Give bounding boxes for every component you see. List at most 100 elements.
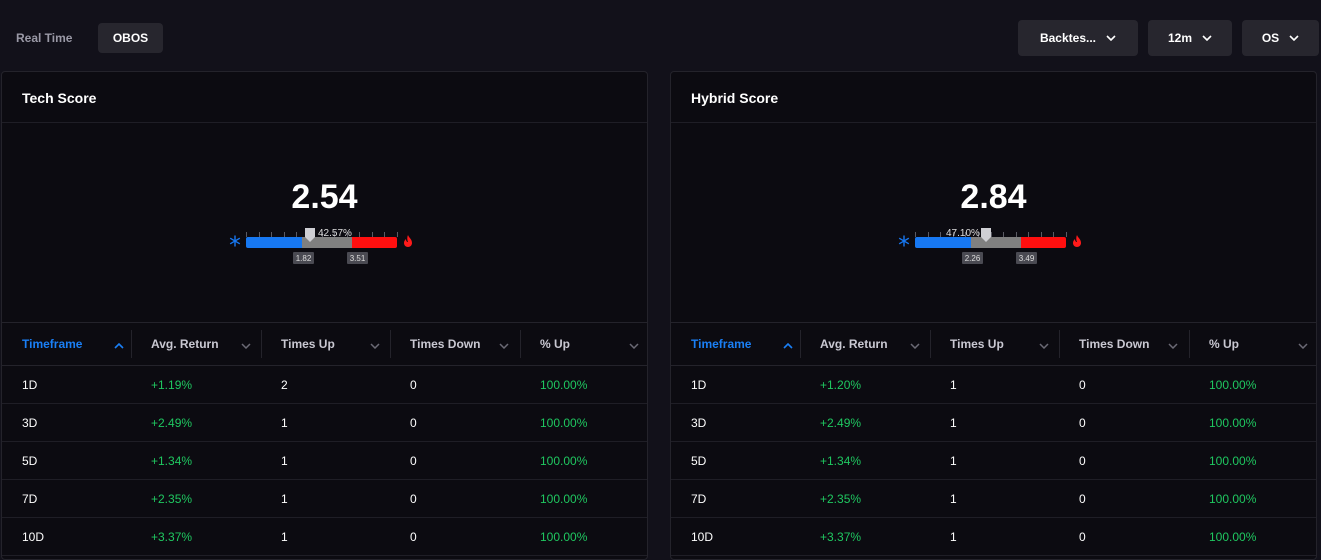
- column-header-times-up[interactable]: Times Up: [281, 323, 380, 365]
- gauge-percent-label: 42.57%: [318, 228, 352, 239]
- column-header--up[interactable]: % Up: [540, 323, 639, 365]
- column-header-times-up[interactable]: Times Up: [950, 323, 1049, 365]
- gauge-tick: [978, 232, 979, 237]
- column-header-label: Times Down: [1079, 337, 1150, 351]
- cell-times-up: 1: [950, 415, 957, 430]
- score-gauge: 42.57% 1.82 3.51: [229, 222, 446, 272]
- gauge-tick: [915, 232, 916, 237]
- chevron-down-icon[interactable]: [241, 338, 251, 352]
- column-separator: [520, 330, 521, 358]
- os-dropdown[interactable]: OS: [1242, 20, 1319, 56]
- low-threshold-badge: 1.82: [293, 252, 314, 264]
- table-row[interactable]: 5D +1.34% 1 0 100.00%: [671, 442, 1316, 480]
- gauge-cold-segment: [915, 237, 971, 248]
- chevron-up-icon[interactable]: [783, 338, 793, 352]
- cell-pct-up: 100.00%: [540, 415, 588, 430]
- real-time-tab[interactable]: Real Time: [16, 31, 73, 45]
- table-row[interactable]: 3D +2.49% 1 0 100.00%: [671, 404, 1316, 442]
- high-threshold-badge: 3.51: [347, 252, 368, 264]
- cell-avg-return: +1.34%: [151, 453, 193, 468]
- panel-title: Hybrid Score: [691, 90, 779, 106]
- cell-times-down: 0: [1079, 529, 1086, 544]
- cell-pct-up: 100.00%: [540, 453, 588, 468]
- cell-times-up: 1: [950, 453, 957, 468]
- obos-tab[interactable]: OBOS: [98, 23, 163, 53]
- column-header-avg-return[interactable]: Avg. Return: [151, 323, 251, 365]
- gauge-tick: [928, 232, 929, 237]
- snowflake-icon: [898, 235, 910, 247]
- gauge-cold-segment: [246, 237, 302, 248]
- returns-table: Timeframe Avg. Return Times Up Times Down % …: [671, 322, 1316, 556]
- chevron-down-icon[interactable]: [499, 338, 509, 352]
- cell-avg-return: +1.34%: [820, 453, 862, 468]
- column-separator: [261, 330, 262, 358]
- gauge-tick: [1053, 232, 1054, 237]
- table-row[interactable]: 3D +2.49% 1 0 100.00%: [2, 404, 647, 442]
- cell-avg-return: +3.37%: [820, 529, 862, 544]
- column-header-times-down[interactable]: Times Down: [1079, 323, 1178, 365]
- score-gauge: 47.10% 2.26 3.49: [898, 222, 1115, 272]
- gauge-hot-segment: [1021, 237, 1066, 248]
- column-header-timeframe[interactable]: Timeframe: [691, 323, 793, 365]
- table-row[interactable]: 10D +3.37% 1 0 100.00%: [2, 518, 647, 556]
- chevron-down-icon[interactable]: [910, 338, 920, 352]
- column-header-avg-return[interactable]: Avg. Return: [820, 323, 920, 365]
- gauge-tick: [259, 232, 260, 237]
- period-dropdown-label: 12m: [1167, 31, 1193, 45]
- cell-times-up: 2: [281, 377, 288, 392]
- low-threshold-badge: 2.26: [962, 252, 983, 264]
- gauge-tick: [322, 232, 323, 237]
- flame-icon: [404, 235, 412, 247]
- cell-times-up: 1: [950, 491, 957, 506]
- cell-avg-return: +2.49%: [820, 415, 862, 430]
- gauge-tick: [384, 232, 385, 237]
- column-header-label: % Up: [1209, 337, 1239, 351]
- cell-timeframe: 5D: [22, 453, 38, 468]
- gauge-tick: [246, 232, 247, 237]
- chevron-down-icon[interactable]: [1168, 338, 1178, 352]
- gauge-hot-segment: [352, 237, 397, 248]
- gauge-tick: [953, 232, 954, 237]
- top-bar: Real Time OBOS Backtes... 12m OS: [0, 0, 1321, 72]
- column-header-label: Times Down: [410, 337, 481, 351]
- table-row[interactable]: 1D +1.20% 1 0 100.00%: [671, 366, 1316, 404]
- chevron-down-icon[interactable]: [1039, 338, 1049, 352]
- cell-avg-return: +2.49%: [151, 415, 193, 430]
- column-header-timeframe[interactable]: Timeframe: [22, 323, 124, 365]
- column-header-label: Timeframe: [691, 337, 752, 351]
- cell-pct-up: 100.00%: [1209, 415, 1257, 430]
- gauge-tick: [1003, 232, 1004, 237]
- cell-timeframe: 1D: [691, 377, 707, 392]
- cell-times-up: 1: [950, 377, 957, 392]
- table-row[interactable]: 10D +3.37% 1 0 100.00%: [671, 518, 1316, 556]
- chevron-down-icon[interactable]: [1298, 338, 1308, 352]
- cell-pct-up: 100.00%: [540, 377, 588, 392]
- cell-timeframe: 10D: [22, 529, 45, 544]
- column-separator: [800, 330, 801, 358]
- tech-score-panel: Tech Score 2.54 42.57% 1.82 3.51 Timeframe Avg…: [1, 71, 648, 560]
- backtest-dropdown[interactable]: Backtes...: [1018, 20, 1138, 56]
- cell-times-down: 0: [410, 529, 417, 544]
- gauge-tick: [359, 232, 360, 237]
- column-header-label: Avg. Return: [151, 337, 219, 351]
- cell-pct-up: 100.00%: [1209, 453, 1257, 468]
- table-row[interactable]: 7D +2.35% 1 0 100.00%: [2, 480, 647, 518]
- gauge-tick: [1028, 232, 1029, 237]
- gauge-tick: [1066, 232, 1067, 237]
- gauge-tick: [271, 232, 272, 237]
- column-header-times-down[interactable]: Times Down: [410, 323, 509, 365]
- gauge-tick: [397, 232, 398, 237]
- column-header--up[interactable]: % Up: [1209, 323, 1308, 365]
- table-row[interactable]: 7D +2.35% 1 0 100.00%: [671, 480, 1316, 518]
- score-value: 2.84: [960, 178, 1027, 216]
- table-row[interactable]: 5D +1.34% 1 0 100.00%: [2, 442, 647, 480]
- returns-table: Timeframe Avg. Return Times Up Times Down % …: [2, 322, 647, 556]
- cell-timeframe: 10D: [691, 529, 714, 544]
- period-dropdown[interactable]: 12m: [1148, 20, 1232, 56]
- chevron-up-icon[interactable]: [114, 338, 124, 352]
- table-row[interactable]: 1D +1.19% 2 0 100.00%: [2, 366, 647, 404]
- chevron-down-icon[interactable]: [629, 338, 639, 352]
- gauge-percent-label: 47.10%: [946, 228, 980, 239]
- chevron-down-icon[interactable]: [370, 338, 380, 352]
- cell-times-down: 0: [1079, 491, 1086, 506]
